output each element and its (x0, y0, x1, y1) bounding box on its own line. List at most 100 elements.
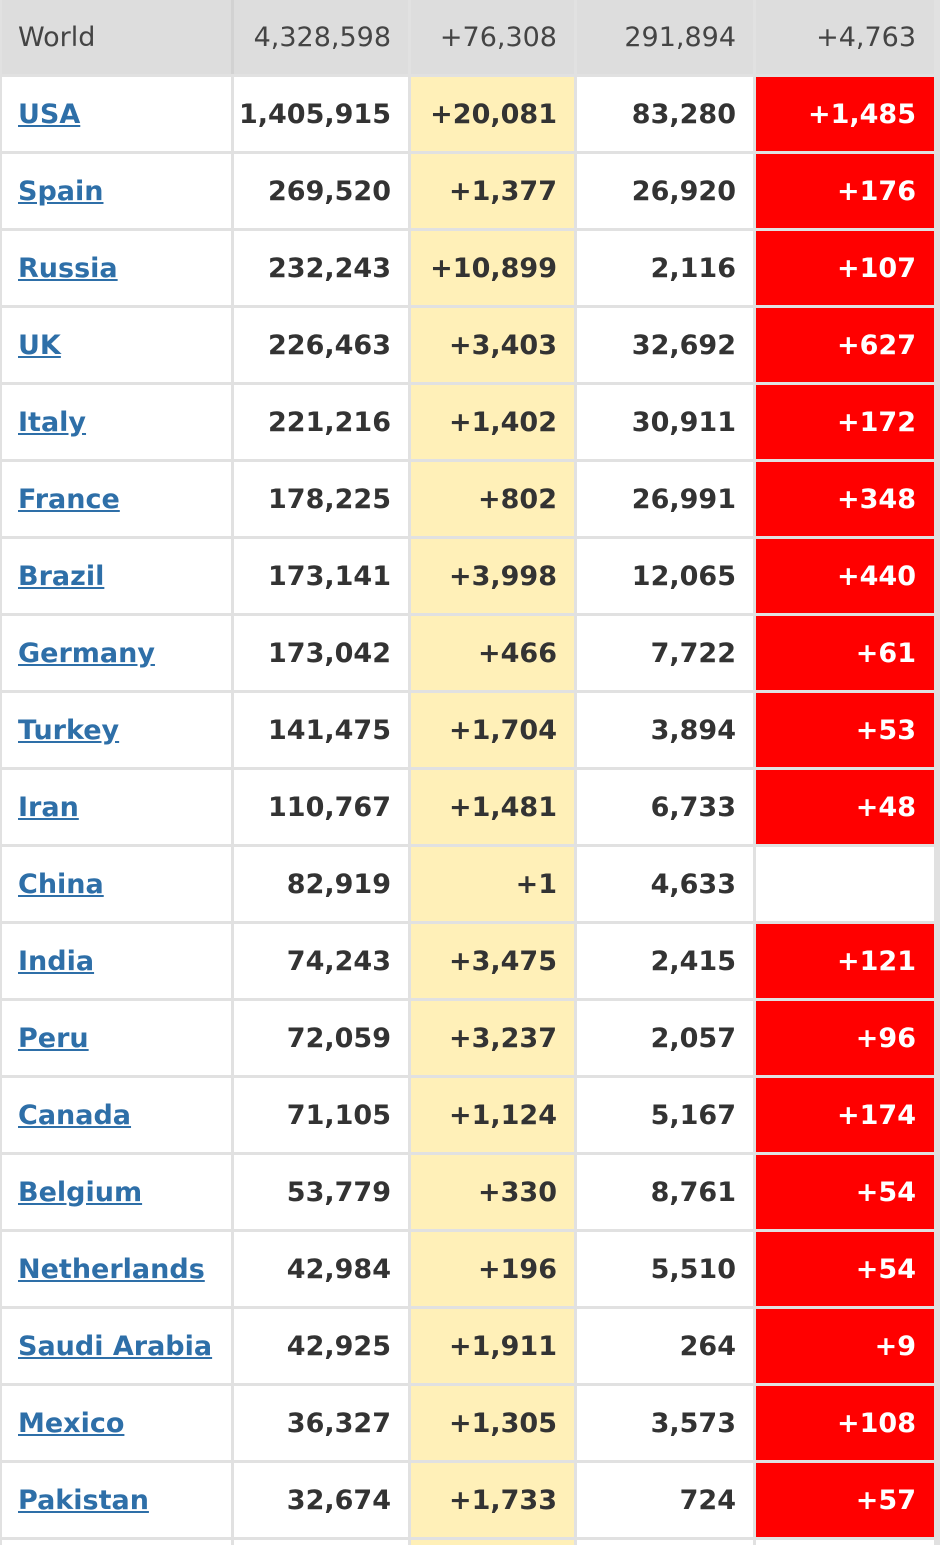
country-link[interactable]: Italy (18, 406, 87, 438)
country-cell: Spain (2, 154, 234, 228)
country-link[interactable]: France (18, 483, 120, 515)
country-cell: Pakistan (2, 1463, 234, 1537)
total-deaths-cell: 8,761 (577, 1155, 756, 1229)
total-deaths-cell: 26,991 (577, 462, 756, 536)
total-cases-cell: 1,405,915 (234, 77, 411, 151)
country-cell: USA (2, 77, 234, 151)
country-cell: Netherlands (2, 1232, 234, 1306)
country-link[interactable]: UK (18, 329, 61, 361)
country-link[interactable]: Belgium (18, 1176, 143, 1208)
country-link[interactable]: Pakistan (18, 1484, 149, 1516)
total-cases-cell: 72,059 (234, 1001, 411, 1075)
new-deaths-cell: +96 (756, 1001, 934, 1075)
total-cases-cell: 226,463 (234, 308, 411, 382)
country-cell: France (2, 462, 234, 536)
table-row: Belgium 53,779 +330 8,761 +54 (0, 1155, 940, 1232)
country-cell: Peru (2, 1001, 234, 1075)
total-deaths-cell: 83,280 (577, 77, 756, 151)
country-link[interactable]: China (18, 868, 104, 900)
total-deaths-cell: 2,116 (577, 231, 756, 305)
new-deaths-cell: +172 (756, 385, 934, 459)
new-cases-cell: +802 (411, 462, 577, 536)
country-cell: Canada (2, 1078, 234, 1152)
new-cases-cell: +466 (411, 616, 577, 690)
country-link[interactable]: Turkey (18, 714, 120, 746)
new-cases-cell: +3,237 (411, 1001, 577, 1075)
new-deaths-cell: +48 (756, 770, 934, 844)
country-cell: Italy (2, 385, 234, 459)
table-row: Netherlands 42,984 +196 5,510 +54 (0, 1232, 940, 1309)
new-cases-cell: +1,124 (411, 1078, 577, 1152)
new-cases-cell: +1 (411, 847, 577, 921)
table-row: Italy 221,216 +1,402 30,911 +172 (0, 385, 940, 462)
total-cases-cell: 110,767 (234, 770, 411, 844)
new-deaths-cell: +348 (756, 462, 934, 536)
total-deaths-cell: 2,415 (577, 924, 756, 998)
new-cases-cell: +1,704 (411, 693, 577, 767)
new-cases-cell: +10,899 (411, 231, 577, 305)
total-deaths-cell: 264 (577, 1309, 756, 1383)
world-total-row: World 4,328,598 +76,308 291,894 +4,763 (0, 0, 940, 77)
new-deaths-cell: +54 (756, 1232, 934, 1306)
country-link[interactable]: Canada (18, 1099, 132, 1131)
country-link[interactable]: Iran (18, 791, 79, 823)
table-row: Iran 110,767 +1,481 6,733 +48 (0, 770, 940, 847)
table-row: Pakistan 32,674 +1,733 724 +57 (0, 1463, 940, 1540)
total-deaths-cell: 3,573 (577, 1386, 756, 1460)
total-cases-cell: 42,925 (234, 1309, 411, 1383)
new-deaths-cell: +174 (756, 1078, 934, 1152)
table-row: Peru 72,059 +3,237 2,057 +96 (0, 1001, 940, 1078)
country-cell: Germany (2, 616, 234, 690)
country-link[interactable]: Russia (18, 252, 118, 284)
total-cases-cell: 178,225 (234, 462, 411, 536)
world-total-cases: 4,328,598 (234, 0, 411, 74)
country-cell: Belgium (2, 1155, 234, 1229)
table-row: Spain 269,520 +1,377 26,920 +176 (0, 154, 940, 231)
table-row: Russia 232,243 +10,899 2,116 +107 (0, 231, 940, 308)
total-cases-cell: 74,243 (234, 924, 411, 998)
new-cases-cell: +3,403 (411, 308, 577, 382)
country-link[interactable]: Mexico (18, 1407, 125, 1439)
country-cell: India (2, 924, 234, 998)
new-cases-cell: +1,377 (411, 154, 577, 228)
new-cases-cell: +1,402 (411, 385, 577, 459)
country-link[interactable]: USA (18, 98, 81, 130)
total-cases-cell: 269,520 (234, 154, 411, 228)
total-deaths-cell: 5,510 (577, 1232, 756, 1306)
total-deaths-cell: 7,722 (577, 616, 756, 690)
country-link[interactable]: Spain (18, 175, 104, 207)
new-deaths-cell (756, 847, 934, 921)
total-cases-cell: 71,105 (234, 1078, 411, 1152)
country-link[interactable]: Netherlands (18, 1253, 205, 1285)
country-link[interactable]: Brazil (18, 560, 105, 592)
total-deaths-cell: 30,911 (577, 385, 756, 459)
total-cases-cell: 173,141 (234, 539, 411, 613)
world-new-deaths: +4,763 (756, 0, 934, 74)
country-cell: Russia (2, 231, 234, 305)
new-cases-cell: +20,081 (411, 77, 577, 151)
new-cases-cell (411, 1540, 577, 1545)
world-label: World (2, 0, 234, 74)
table-row: Brazil 173,141 +3,998 12,065 +440 (0, 539, 940, 616)
new-deaths-cell: +1,485 (756, 77, 934, 151)
country-link[interactable]: India (18, 945, 95, 977)
new-deaths-cell: +108 (756, 1386, 934, 1460)
table-row: France 178,225 +802 26,991 +348 (0, 462, 940, 539)
total-cases-cell: 32,674 (234, 1463, 411, 1537)
table-row: Germany 173,042 +466 7,722 +61 (0, 616, 940, 693)
new-deaths-cell: +176 (756, 154, 934, 228)
country-link[interactable]: Saudi Arabia (18, 1330, 213, 1362)
table-row: Turkey 141,475 +1,704 3,894 +53 (0, 693, 940, 770)
world-new-cases: +76,308 (411, 0, 577, 74)
country-cell: Mexico (2, 1386, 234, 1460)
table-row: USA 1,405,915 +20,081 83,280 +1,485 (0, 77, 940, 154)
country-link[interactable]: Peru (18, 1022, 89, 1054)
country-link[interactable]: Germany (18, 637, 155, 669)
new-deaths-cell: +627 (756, 308, 934, 382)
table-row: UK 226,463 +3,403 32,692 +627 (0, 308, 940, 385)
total-deaths-cell: 26,920 (577, 154, 756, 228)
total-deaths-cell: 6,733 (577, 770, 756, 844)
country-cell: Saudi Arabia (2, 1309, 234, 1383)
new-cases-cell: +3,998 (411, 539, 577, 613)
